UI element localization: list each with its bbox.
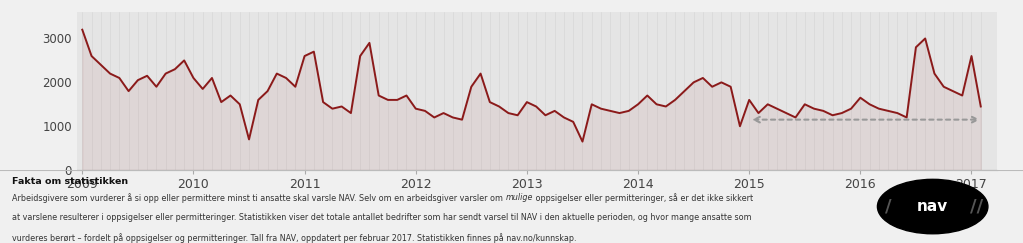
- Text: //: //: [970, 198, 983, 216]
- Text: /: /: [885, 198, 892, 216]
- Circle shape: [878, 179, 988, 234]
- Text: Arbeidsgivere som vurderer å si opp eller permittere minst ti ansatte skal varsl: Arbeidsgivere som vurderer å si opp elle…: [12, 193, 505, 203]
- Text: mulige: mulige: [505, 193, 533, 202]
- Text: nav: nav: [917, 199, 948, 214]
- Text: at varslene resulterer i oppsigelser eller permitteringer. Statistikken viser de: at varslene resulterer i oppsigelser ell…: [12, 213, 752, 222]
- Text: Fakta om statistikken: Fakta om statistikken: [12, 177, 129, 186]
- Text: oppsigelser eller permitteringer, så er det ikke sikkert: oppsigelser eller permitteringer, så er …: [533, 193, 753, 203]
- Text: vurderes berørt – fordelt på oppsigelser og permitteringer. Tall fra NAV, oppdat: vurderes berørt – fordelt på oppsigelser…: [12, 233, 577, 243]
